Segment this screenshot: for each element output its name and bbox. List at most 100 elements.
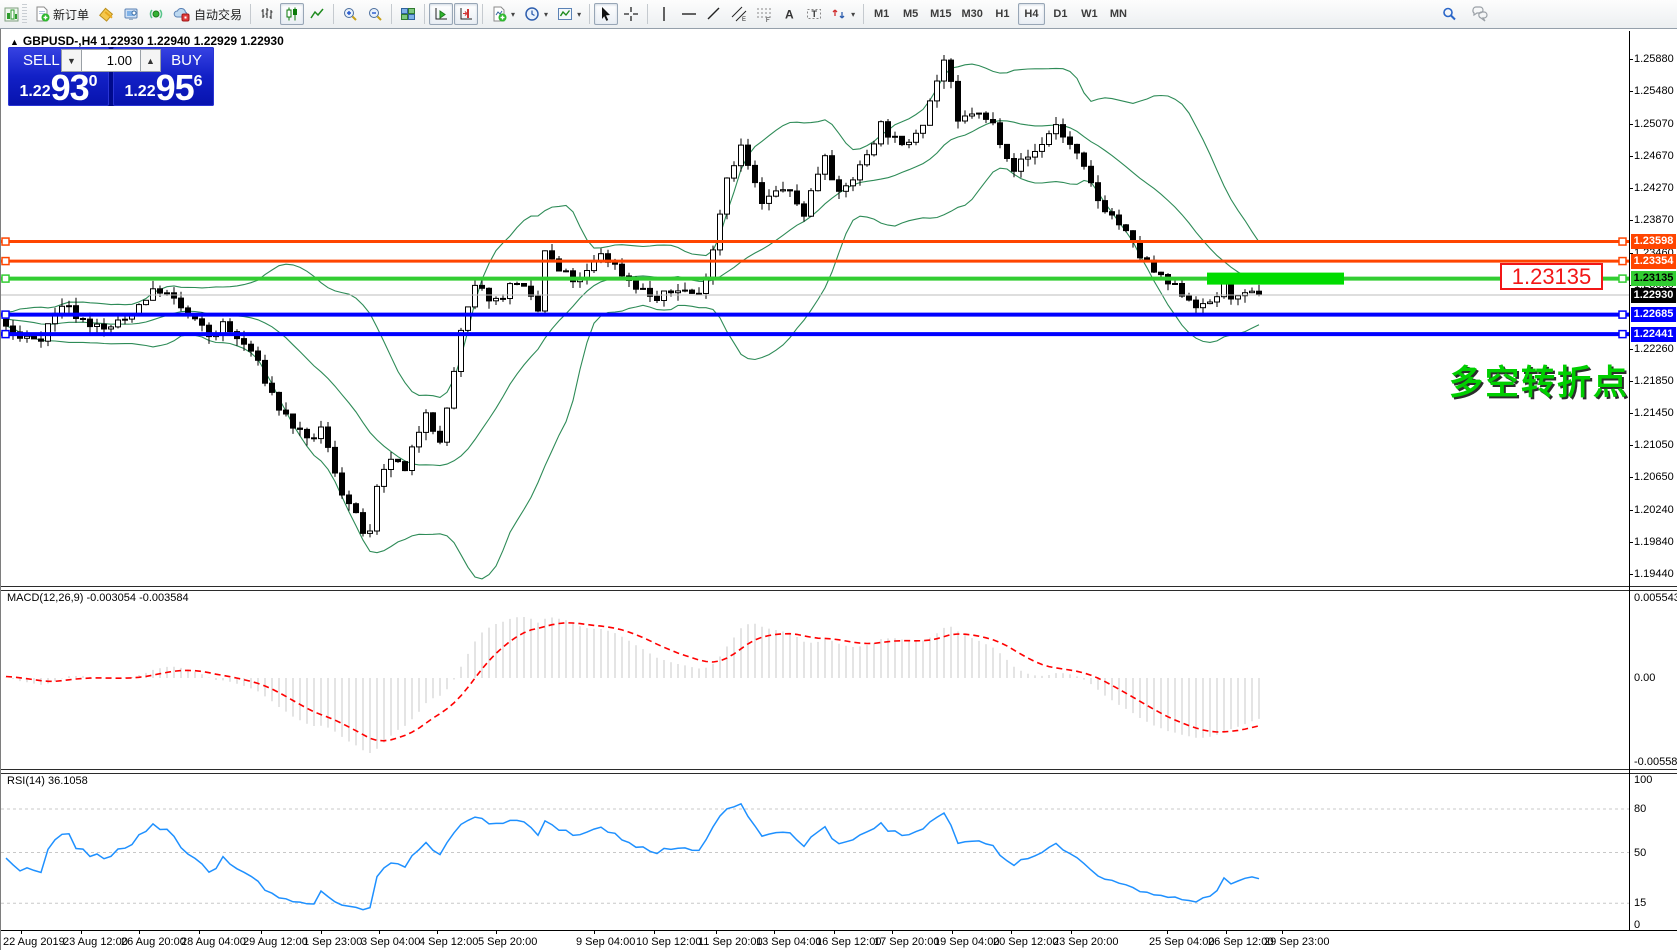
timeframe-button-H1[interactable]: H1 bbox=[995, 8, 1010, 20]
templates-button[interactable]: ▾ bbox=[553, 3, 585, 25]
horizontal-line-1.22441[interactable] bbox=[1, 329, 1629, 339]
timeframe-button-M30[interactable]: M30 bbox=[961, 8, 983, 20]
line-chart-icon bbox=[309, 6, 325, 22]
chat-button[interactable] bbox=[1467, 3, 1493, 25]
indicators-button[interactable]: ▾ bbox=[487, 3, 519, 25]
toolbar-separator bbox=[482, 4, 484, 24]
rsi-pane[interactable] bbox=[1, 772, 1629, 930]
horizontal-line-1.23354[interactable] bbox=[1, 256, 1629, 266]
price-axis[interactable]: 1.25880 1.25480 1.25070 1.24670 1.24270 1.238… bbox=[1629, 29, 1677, 950]
horizontal-line-1.22685[interactable] bbox=[1, 310, 1629, 319]
candlestick-mode-button[interactable] bbox=[280, 3, 305, 25]
terminal-icon bbox=[123, 6, 139, 22]
channel-tool-button[interactable]: E bbox=[727, 3, 751, 25]
cursor-tool-button[interactable] bbox=[594, 3, 619, 25]
terminal-button[interactable] bbox=[119, 3, 143, 25]
price-axis-line bbox=[1629, 31, 1630, 930]
autotrading-button[interactable]: 自动交易 bbox=[169, 3, 246, 25]
text-label-tool-button[interactable]: T bbox=[802, 3, 826, 25]
search-button[interactable] bbox=[1437, 3, 1461, 25]
fibonacci-tool-button[interactable]: F bbox=[752, 3, 776, 25]
timeframe-button-H4[interactable]: H4 bbox=[1017, 3, 1045, 25]
highlight-level-bar[interactable] bbox=[1207, 272, 1344, 285]
time-tick-mark bbox=[1071, 931, 1072, 934]
chat-icon bbox=[1471, 6, 1489, 22]
zoom-in-button[interactable] bbox=[338, 3, 362, 25]
horizontal-line-1.23598[interactable] bbox=[1, 237, 1629, 246]
bar-chart-mode-button[interactable] bbox=[255, 3, 279, 25]
signals-icon bbox=[148, 6, 164, 22]
price-tick-label: 1.24270 bbox=[1629, 182, 1674, 194]
chart-window[interactable]: ▲ GBPUSD-,H4 1.22930 1.22940 1.22929 1.22… bbox=[0, 29, 1677, 950]
time-tick-mark bbox=[199, 931, 200, 934]
price-tick-label: 1.19840 bbox=[1629, 536, 1674, 548]
sell-button[interactable]: SELL 1.22 93 0 bbox=[8, 47, 109, 106]
macd-pane[interactable] bbox=[1, 589, 1629, 769]
text-tool-button[interactable]: A bbox=[777, 3, 801, 25]
price-line-label-1.22685: 1.22685 bbox=[1631, 307, 1676, 322]
crosshair-tool-button[interactable] bbox=[619, 3, 643, 25]
time-tick-label: 3 Sep 04:00 bbox=[361, 936, 421, 948]
vertical-line-tool-button[interactable] bbox=[652, 3, 676, 25]
signals-button[interactable] bbox=[144, 3, 168, 25]
time-tick-mark bbox=[892, 931, 893, 934]
time-tick-label: 26 Aug 20:00 bbox=[121, 936, 186, 948]
search-icon bbox=[1441, 6, 1457, 22]
pane-separator[interactable] bbox=[1, 769, 1677, 774]
time-tick-mark bbox=[1226, 931, 1227, 934]
main-price-pane[interactable] bbox=[1, 31, 1629, 586]
price-annotation-box[interactable]: 1.23135 bbox=[1500, 263, 1603, 290]
timeframe-button-M1[interactable]: M1 bbox=[873, 8, 890, 20]
time-tick-mark bbox=[774, 931, 775, 934]
horizontal-line-tool-button[interactable] bbox=[677, 3, 701, 25]
zoom-out-button[interactable] bbox=[363, 3, 387, 25]
svg-text:A: A bbox=[785, 8, 794, 22]
time-tick-mark bbox=[139, 931, 140, 934]
fibonacci-icon: F bbox=[756, 6, 772, 22]
volume-control: ▼ 1.00 ▲ bbox=[61, 49, 161, 72]
toolbar-separator bbox=[333, 4, 335, 24]
timeframe-button-W1[interactable]: W1 bbox=[1081, 8, 1098, 20]
time-axis[interactable]: 22 Aug 2019 23 Aug 12:00 26 Aug 20:00 28 Au… bbox=[1, 930, 1677, 950]
horizontal-line-1.23135[interactable] bbox=[1, 274, 1629, 283]
metaeditor-icon bbox=[98, 6, 114, 22]
auto-scroll-button[interactable] bbox=[429, 3, 454, 25]
text-icon: A bbox=[781, 6, 797, 22]
volume-input[interactable]: 1.00 bbox=[82, 49, 140, 72]
timeframe-button-MN[interactable]: MN bbox=[1109, 8, 1127, 20]
price-line-label-1.22930: 1.22930 bbox=[1631, 288, 1676, 303]
new-order-label: 新订单 bbox=[53, 7, 90, 22]
price-tick-label: 1.19440 bbox=[1629, 568, 1674, 580]
new-order-button[interactable]: 新订单 bbox=[30, 3, 93, 25]
pane-separator[interactable] bbox=[1, 586, 1677, 591]
tile-windows-button[interactable] bbox=[396, 3, 420, 25]
ohlc-text: GBPUSD-,H4 1.22930 1.22940 1.22929 1.229… bbox=[22, 34, 284, 48]
tile-windows-icon bbox=[400, 6, 416, 22]
timeframe-button-M5[interactable]: M5 bbox=[902, 8, 919, 20]
templates-icon bbox=[557, 6, 573, 22]
time-tick-mark bbox=[1167, 931, 1168, 934]
macd-scale-min: -0.005583 bbox=[1634, 756, 1677, 768]
time-tick-label: 29 Aug 12:00 bbox=[243, 936, 308, 948]
volume-increase-button[interactable]: ▲ bbox=[140, 49, 161, 72]
time-tick-label: 13 Sep 04:00 bbox=[756, 936, 822, 948]
trendline-tool-button[interactable] bbox=[702, 3, 726, 25]
time-tick-mark bbox=[1282, 931, 1283, 934]
chart-shift-button[interactable] bbox=[454, 3, 479, 25]
buy-price: 1.22 95 6 bbox=[114, 70, 213, 105]
turning-point-annotation[interactable]: 多空转折点 bbox=[1449, 364, 1629, 402]
metaeditor-button[interactable] bbox=[94, 3, 118, 25]
timeframe-button-M15[interactable]: M15 bbox=[930, 8, 952, 20]
autotrading-icon bbox=[173, 6, 191, 22]
arrows-tool-button[interactable]: ▾ bbox=[827, 3, 859, 25]
indicators-icon bbox=[491, 6, 507, 22]
time-tick-mark bbox=[21, 931, 22, 934]
line-chart-mode-button[interactable] bbox=[305, 3, 329, 25]
periods-button[interactable]: ▾ bbox=[520, 3, 552, 25]
toolbar-separator bbox=[647, 4, 649, 24]
timeframe-button-D1[interactable]: D1 bbox=[1053, 8, 1068, 20]
candles bbox=[3, 55, 1262, 538]
volume-decrease-button[interactable]: ▼ bbox=[61, 49, 82, 72]
time-tick-label: 29 Sep 23:00 bbox=[1264, 936, 1330, 948]
time-tick-mark bbox=[952, 931, 953, 934]
